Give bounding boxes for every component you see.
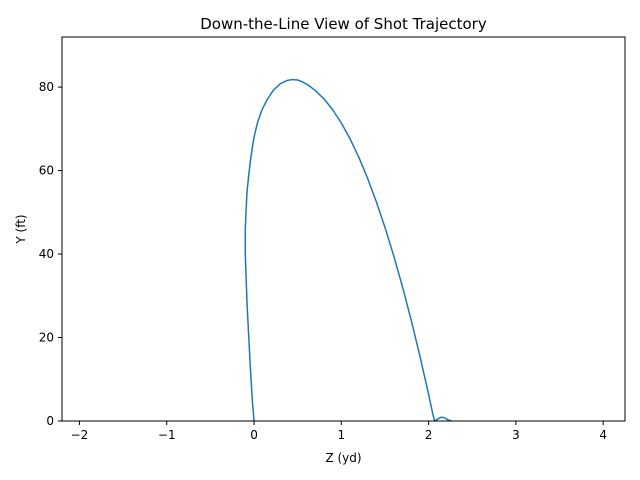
x-axis-label: Z (yd) [325, 451, 361, 465]
chart-title: Down-the-Line View of Shot Trajectory [200, 15, 487, 33]
data-layer [244, 78, 453, 422]
y-tick-label: 0 [46, 414, 54, 428]
x-tick-label: 4 [599, 428, 607, 442]
x-tick-label: 3 [512, 428, 520, 442]
x-tick-label: 1 [337, 428, 345, 442]
y-axis-label: Y (ft) [14, 214, 28, 244]
x-tick-label: 0 [250, 428, 258, 442]
x-axis-ticks: −2 −1 0 1 2 3 4 [71, 421, 607, 442]
plot-area [62, 37, 625, 421]
y-tick-label: 40 [39, 247, 54, 261]
y-axis-ticks: 0 20 40 60 80 [39, 80, 62, 428]
x-tick-label: 2 [425, 428, 433, 442]
y-tick-label: 80 [39, 80, 54, 94]
y-tick-label: 60 [39, 164, 54, 178]
trajectory-line-0 [244, 78, 453, 422]
plot-frame [61, 36, 626, 422]
x-tick-label: −1 [158, 428, 176, 442]
x-tick-label: −2 [71, 428, 89, 442]
y-tick-label: 20 [39, 331, 54, 345]
